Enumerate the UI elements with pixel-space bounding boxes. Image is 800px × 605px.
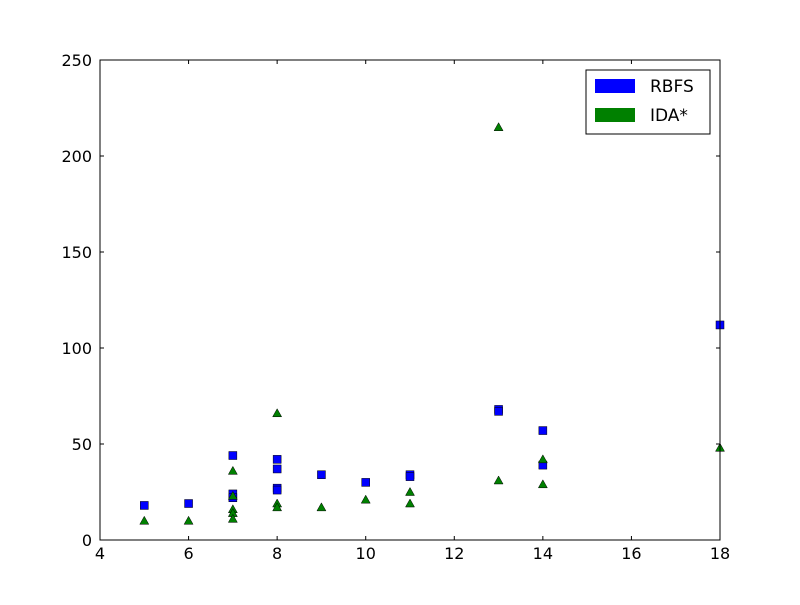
x-tick-label: 6 [183, 544, 193, 563]
ida-star-point [360, 494, 371, 504]
ida-star-point [183, 515, 194, 525]
rbfs-point [405, 472, 415, 481]
rbfs-point [317, 470, 326, 479]
x-tick-label: 12 [444, 544, 464, 563]
ida-star-point [227, 513, 238, 523]
rbfs-point [361, 478, 370, 487]
y-tick-label: 50 [72, 435, 92, 454]
ida-star-point [405, 498, 415, 508]
plot-area [100, 60, 720, 540]
ida-star-point [227, 490, 238, 500]
ida-star-point [405, 486, 415, 496]
rbfs-point [272, 455, 282, 464]
legend: RBFS IDA* [585, 69, 711, 135]
y-tick-label: 250 [61, 51, 92, 70]
data-points [139, 122, 725, 525]
rbfs-point [140, 501, 149, 510]
ida-star-point [537, 454, 548, 464]
x-tick-label: 14 [533, 544, 553, 563]
rbfs-point [272, 464, 282, 474]
rbfs-point [228, 451, 238, 460]
rbfs-point [272, 485, 282, 495]
y-tick-label: 100 [61, 339, 92, 358]
ida-star-point [316, 502, 327, 512]
axes: 4 6 8 10 12 14 16 18 0 50 100 150 200 250 [61, 51, 730, 563]
y-tick-label: 0 [82, 531, 92, 550]
series-ida- [139, 122, 725, 525]
legend-label: RBFS [650, 77, 694, 97]
rbfs-point [494, 407, 503, 416]
x-tick-label: 8 [272, 544, 282, 563]
y-tick-label: 150 [61, 243, 92, 262]
ida-star-point [493, 475, 504, 485]
y-tick-label: 200 [61, 147, 92, 166]
rbfs-point [184, 499, 193, 508]
x-tick-label: 10 [356, 544, 376, 563]
ida-star-point [272, 408, 283, 418]
ida-star-point [227, 465, 238, 475]
x-tick-label: 4 [95, 544, 105, 563]
x-tick-label: 18 [710, 544, 730, 563]
legend-swatch [595, 79, 635, 93]
x-tick-label: 16 [621, 544, 641, 563]
legend-label: IDA* [650, 106, 688, 126]
ida-star-point [139, 515, 150, 525]
legend-swatch [595, 108, 635, 122]
ida-star-point [493, 122, 504, 131]
rbfs-point [538, 426, 548, 435]
ida-star-point [537, 479, 548, 489]
ida-star-point [272, 502, 283, 512]
axes-frame [99, 59, 721, 541]
